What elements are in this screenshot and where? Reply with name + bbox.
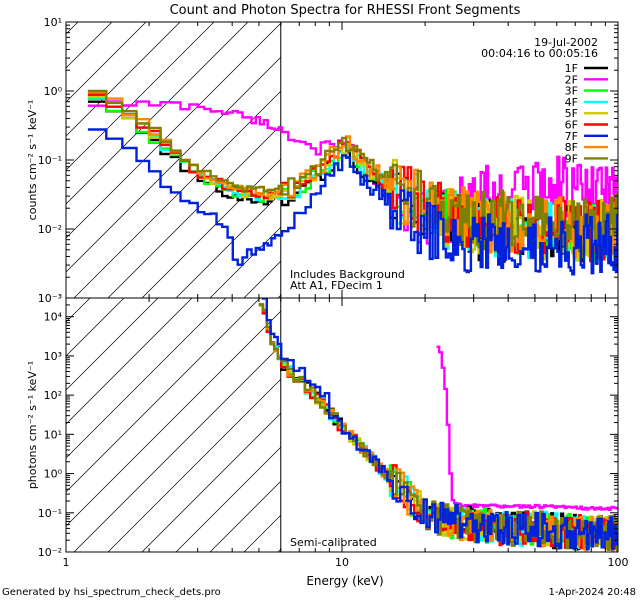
hatch-line [107, 124, 281, 298]
photons-series-2F [436, 345, 618, 511]
hatch-line [0, 0, 134, 298]
hatch-line [175, 192, 281, 298]
legend-label-2F: 2F [565, 73, 578, 86]
y-tick-label: 10¹ [44, 428, 62, 441]
legend-label-6F: 6F [565, 119, 578, 132]
counts-series-2F [87, 100, 618, 245]
date-label: 19-Jul-2002 [534, 36, 598, 49]
hatch-line [66, 22, 249, 205]
hatch-line [175, 446, 281, 552]
legend-label-3F: 3F [565, 85, 578, 98]
x-tick-label: 1 [63, 556, 70, 569]
hatch-line [66, 22, 215, 171]
y-tick-label: 10⁴ [44, 311, 63, 324]
hatch-line [66, 298, 125, 357]
hatch-line [66, 310, 281, 527]
footer-generator: Generated by hsi_spectrum_check_dets.pro [2, 587, 221, 598]
legend-label-7F: 7F [565, 130, 578, 143]
footer-timestamp: 1-Apr-2024 20:48 [549, 587, 636, 598]
hatch-lines [0, 0, 281, 298]
y-tick-label: 10⁰ [44, 85, 63, 98]
hatch-line [73, 90, 281, 298]
counts-series-9F [87, 89, 618, 258]
y-tick-label: 10⁻¹ [38, 507, 62, 520]
legend-label-8F: 8F [565, 141, 578, 154]
hatch-line [66, 22, 181, 137]
y-tick-label: 10¹ [44, 16, 62, 29]
hatch-line [66, 298, 261, 493]
background-note: Includes Background [290, 268, 405, 281]
x-axis-label: Energy (keV) [306, 574, 383, 588]
x-tick-label: 10 [335, 556, 349, 569]
y-tick-label: 10⁻³ [38, 292, 62, 305]
y-tick-label: 10³ [44, 350, 62, 363]
figure-title: Count and Photon Spectra for RHESSI Fron… [170, 3, 521, 18]
legend-label-5F: 5F [565, 107, 578, 120]
counts-series-7F [87, 128, 618, 276]
time-range-label: 00:04:16 to 00:05:16 [481, 47, 598, 60]
x-tick-label: 100 [608, 556, 629, 569]
counts-panel: 10⁻³ 10⁻² 10⁻¹ 10⁰ 10¹ counts cm⁻² s⁻¹ keV⁻¹… [0, 0, 619, 305]
hatch-line [141, 158, 281, 298]
y-tick-label: 10⁻² [38, 223, 62, 236]
photons-series-7F [261, 298, 618, 551]
legend-label-1F: 1F [565, 62, 578, 75]
legend-label-9F: 9F [565, 152, 578, 165]
y-tick-label: 10⁰ [44, 468, 63, 481]
hatch-line [66, 22, 281, 239]
hatch-line [66, 298, 193, 425]
counts-series-8F [87, 91, 618, 260]
counts-hatch-region [0, 0, 281, 298]
legend-label-4F: 4F [565, 96, 578, 109]
y-tick-label: 10² [44, 389, 62, 402]
counts-y-axis-label: counts cm⁻² s⁻¹ keV⁻¹ [26, 100, 39, 221]
y-tick-label: 10⁻¹ [38, 154, 62, 167]
hatch-line [209, 226, 281, 298]
photons-panel: 10⁻² 10⁻¹ 10⁰ 10¹ 10² 10³ 10⁴ 1 10 100 photons cm… [0, 152, 629, 569]
hatch-line [66, 298, 159, 391]
semi-calibrated-note: Semi-calibrated [290, 536, 377, 549]
attenuator-note: Att A1, FDecim 1 [290, 279, 383, 292]
hatch-line [66, 56, 281, 273]
hatch-line [66, 298, 227, 459]
hatch-line [0, 152, 134, 552]
hatch-line [209, 480, 281, 552]
photons-y-axis-label: photons cm⁻² s⁻¹ keV⁻¹ [26, 361, 39, 489]
hatch-line [141, 412, 281, 552]
hatch-line [107, 378, 281, 552]
y-tick-label: 10⁻² [38, 546, 62, 559]
